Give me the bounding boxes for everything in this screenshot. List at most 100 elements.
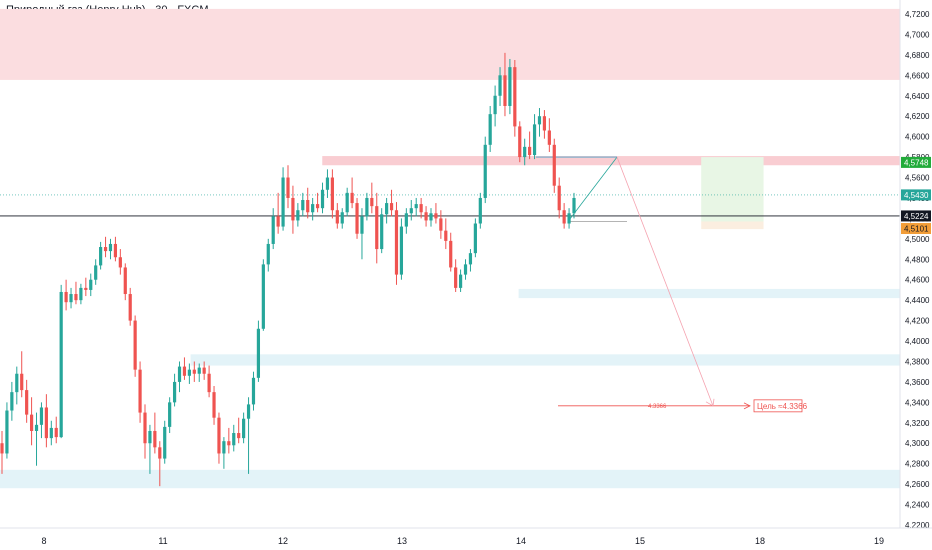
time-tick-label: 15 — [635, 536, 645, 546]
candle — [15, 366, 19, 405]
candle-body — [103, 247, 108, 252]
time-tick-label: 11 — [158, 536, 167, 546]
candle — [172, 373, 177, 407]
candle — [335, 203, 339, 229]
candle — [458, 269, 463, 292]
candle-body — [192, 369, 196, 374]
candle — [380, 208, 384, 254]
candle-body — [350, 192, 354, 204]
candle-body — [256, 328, 261, 378]
candle-body — [123, 267, 127, 295]
candle-body — [473, 223, 477, 254]
candle — [133, 315, 137, 377]
candle — [202, 361, 206, 380]
candle — [518, 121, 522, 163]
price-tick-label: 4,3000 — [905, 439, 930, 448]
target-line-arrowhead — [743, 402, 751, 410]
candle-body — [99, 247, 103, 266]
candle — [419, 197, 423, 219]
candle — [182, 357, 187, 380]
time-tick-label: 13 — [397, 536, 407, 546]
candle — [256, 320, 261, 382]
time-tick-label: 14 — [516, 536, 526, 546]
price-badge — [901, 189, 931, 201]
support-zone-2 — [190, 354, 901, 366]
candle-body — [286, 177, 290, 198]
candle-body — [429, 213, 433, 221]
candle — [197, 363, 201, 382]
candle — [537, 108, 542, 137]
candle-body — [44, 407, 48, 439]
candle-body — [182, 366, 187, 376]
candle — [227, 427, 231, 454]
target-inline-label: 4.3366 — [648, 404, 667, 410]
target-label: Цель ≈4.3366 — [757, 402, 808, 411]
candle-body — [138, 369, 142, 413]
candle-body — [5, 410, 9, 454]
price-badge-label: 4,5101 — [904, 225, 929, 234]
candle — [306, 187, 310, 219]
candle-body — [148, 430, 152, 444]
candle — [567, 208, 571, 229]
candle — [118, 249, 122, 275]
candle — [108, 238, 113, 260]
candle-body — [89, 279, 93, 290]
candle-body — [217, 417, 221, 454]
candle-body — [335, 210, 339, 224]
candle-body — [389, 203, 394, 211]
candle-body — [113, 243, 118, 258]
candle — [360, 208, 364, 260]
price-tick-label: 4,4000 — [905, 337, 930, 346]
candle — [158, 441, 162, 487]
candle — [39, 402, 44, 439]
candle — [399, 218, 404, 280]
candle — [266, 238, 270, 272]
price-tick-label: 4,6400 — [905, 92, 930, 101]
candle-body — [552, 144, 556, 186]
price-tick-label: 4,4600 — [905, 276, 930, 285]
candle-body — [355, 203, 359, 234]
candle — [271, 208, 275, 250]
price-tick-label: 4,5000 — [905, 235, 930, 244]
candle — [532, 114, 537, 160]
candle — [148, 424, 152, 474]
candle-body — [478, 197, 482, 224]
candle — [404, 208, 408, 234]
candle — [10, 381, 14, 421]
price-tick-label: 4,3800 — [905, 357, 930, 366]
time-tick-label: 19 — [874, 536, 884, 546]
candle-body — [532, 124, 537, 156]
candle — [261, 259, 265, 331]
candle — [89, 273, 93, 297]
candle-body — [380, 214, 384, 250]
candle — [177, 361, 182, 393]
candle-body — [227, 441, 231, 446]
price-tick-label: 4,6600 — [905, 71, 930, 80]
candle — [49, 420, 53, 446]
candle-body — [449, 240, 453, 268]
candle-body — [315, 204, 320, 209]
candle — [355, 197, 359, 239]
candle-body — [207, 373, 211, 393]
candle — [370, 182, 374, 214]
candle-body — [187, 369, 191, 376]
candle-body — [281, 177, 285, 227]
candle — [0, 430, 4, 474]
candle-body — [414, 204, 418, 209]
candle-body — [463, 264, 468, 275]
candle-body — [523, 146, 527, 158]
price-axis-bg — [900, 0, 932, 550]
candle — [478, 192, 482, 229]
price-axis[interactable]: 4,7200 4,7000 4,6800 4,6600 4,6400 4,6200 4,60… — [899, 0, 932, 550]
candle — [54, 416, 58, 444]
candle-body — [572, 197, 576, 214]
candle-body — [444, 230, 448, 241]
candle — [562, 203, 566, 229]
time-axis[interactable]: 8 11 12 13 14 15 18 19 — [0, 527, 932, 550]
candle-body — [163, 426, 167, 459]
candle — [69, 287, 73, 309]
candle-body — [177, 366, 182, 382]
candle-body — [69, 294, 73, 303]
candle-body — [232, 433, 236, 446]
